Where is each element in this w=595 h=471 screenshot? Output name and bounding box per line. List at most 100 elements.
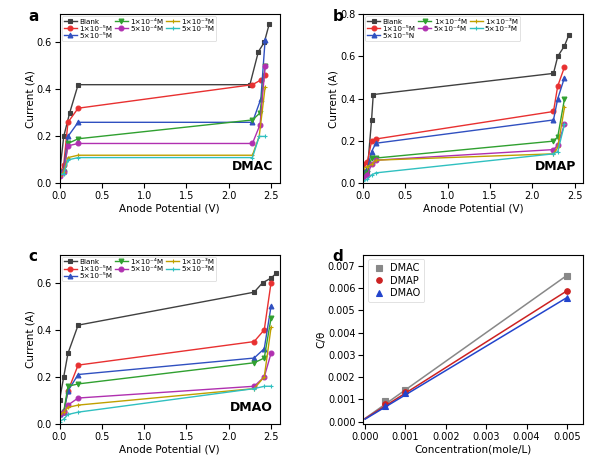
Legend: Blank, 1×10⁻⁵M, 5×10⁻⁵M, 1×10⁻⁴M, 5×10⁻⁴M, 1×10⁻³M, 5×10⁻³M: Blank, 1×10⁻⁵M, 5×10⁻⁵M, 1×10⁻⁴M, 5×10⁻⁴…: [62, 16, 217, 41]
5×10⁻⁴M: [372, 157, 380, 163]
5×10⁻³M: [261, 383, 268, 389]
Blank: [273, 270, 280, 276]
Line: 5×10⁻³M: 5×10⁻³M: [361, 122, 567, 184]
1×10⁻³M: [256, 134, 263, 139]
X-axis label: Anode Potential (V): Anode Potential (V): [423, 204, 524, 214]
Blank: [255, 49, 262, 55]
DMAC: [382, 398, 389, 403]
Line: Blank: Blank: [361, 33, 571, 175]
DMAO: [382, 403, 389, 408]
1×10⁻⁴M: [554, 134, 561, 140]
1×10⁻⁵M: [262, 73, 269, 78]
Line: 1×10⁻⁴M: 1×10⁻⁴M: [57, 316, 274, 417]
5×10⁻⁴M: [250, 383, 258, 389]
1×10⁻⁴M: [56, 174, 63, 179]
5×10⁻³M: [74, 409, 82, 415]
1×10⁻⁴M: [372, 155, 380, 161]
Blank: [565, 32, 572, 38]
Line: 5×10⁻³M: 5×10⁻³M: [57, 134, 268, 177]
1×10⁻⁴M: [60, 409, 67, 415]
Line: 1×10⁻⁵M: 1×10⁻⁵M: [361, 65, 567, 167]
1×10⁻⁵M: [56, 171, 63, 177]
5×10⁻⁵M: [268, 303, 275, 309]
5×10⁻³M: [64, 157, 71, 163]
Blank: [60, 374, 67, 380]
5×10⁻⁴M: [56, 174, 63, 179]
1×10⁻⁴M: [256, 110, 264, 116]
Line: 1×10⁻⁵M: 1×10⁻⁵M: [57, 280, 274, 417]
Blank: [250, 289, 258, 295]
5×10⁻⁴M: [64, 143, 71, 149]
Line: DMAO: DMAO: [383, 295, 570, 408]
Blank: [56, 171, 63, 177]
5×10⁻⁵M: [74, 372, 82, 377]
1×10⁻³M: [56, 412, 63, 417]
1×10⁻³M: [249, 153, 256, 158]
5×10⁻⁴M: [256, 122, 264, 128]
1×10⁻³M: [268, 325, 275, 330]
5×10⁻⁵N: [372, 140, 380, 146]
Blank: [369, 92, 377, 97]
5×10⁻³M: [262, 134, 269, 139]
1×10⁻⁴M: [250, 360, 258, 365]
1×10⁻⁵M: [257, 77, 264, 83]
5×10⁻⁴M: [60, 409, 67, 415]
Blank: [561, 43, 568, 49]
5×10⁻³M: [368, 172, 375, 178]
5×10⁻⁵M: [64, 134, 71, 139]
1×10⁻⁵M: [64, 388, 71, 394]
DMAO: [563, 295, 571, 301]
Legend: Blank, 1×10⁻⁵M, 5×10⁻⁵N, 1×10⁻⁴M, 5×10⁻⁴M, 1×10⁻³M, 5×10⁻³M: Blank, 1×10⁻⁵M, 5×10⁻⁵N, 1×10⁻⁴M, 5×10⁻⁴…: [365, 16, 520, 41]
1×10⁻⁴M: [368, 155, 375, 161]
5×10⁻⁴M: [554, 143, 561, 148]
1×10⁻⁴M: [64, 141, 71, 146]
5×10⁻³M: [64, 412, 71, 417]
Blank: [74, 82, 82, 88]
1×10⁻³M: [64, 405, 71, 410]
5×10⁻⁴M: [364, 172, 371, 178]
Line: 5×10⁻⁴M: 5×10⁻⁴M: [361, 122, 567, 179]
DMAP: [563, 289, 571, 294]
5×10⁻⁵M: [74, 120, 82, 125]
5×10⁻⁴M: [56, 412, 63, 417]
DMAP: [402, 389, 409, 394]
5×10⁻⁴M: [359, 174, 367, 180]
5×10⁻⁵M: [262, 37, 269, 43]
Text: a: a: [29, 9, 39, 24]
Y-axis label: Current (A): Current (A): [328, 70, 339, 128]
1×10⁻⁵M: [64, 120, 71, 125]
5×10⁻⁴M: [74, 395, 82, 401]
5×10⁻³M: [359, 179, 367, 184]
Line: 1×10⁻⁵M: 1×10⁻⁵M: [57, 73, 268, 177]
Line: 5×10⁻⁵N: 5×10⁻⁵N: [361, 75, 567, 173]
Y-axis label: Current (A): Current (A): [25, 310, 35, 368]
1×10⁻⁴M: [64, 383, 71, 389]
1×10⁻⁴M: [364, 170, 371, 176]
1×10⁻³M: [372, 157, 380, 163]
1×10⁻⁵M: [268, 280, 275, 285]
1×10⁻⁴M: [60, 169, 67, 175]
Line: DMAP: DMAP: [383, 289, 570, 406]
5×10⁻⁵M: [60, 167, 67, 172]
1×10⁻⁵M: [368, 138, 375, 144]
1×10⁻³M: [250, 386, 258, 391]
Blank: [368, 117, 375, 123]
1×10⁻³M: [60, 169, 67, 175]
Legend: Blank, 1×10⁻⁵M, 5×10⁻⁵M, 1×10⁻⁴M, 5×10⁻⁴M, 1×10⁻³M, 5×10⁻³M: Blank, 1×10⁻⁵M, 5×10⁻⁵M, 1×10⁻⁴M, 5×10⁻⁴…: [62, 257, 217, 281]
Y-axis label: Current (A): Current (A): [25, 70, 35, 128]
5×10⁻⁵M: [257, 96, 264, 102]
5×10⁻⁵M: [250, 355, 258, 361]
5×10⁻³M: [250, 386, 258, 391]
5×10⁻⁴M: [561, 122, 568, 127]
1×10⁻³M: [74, 153, 82, 158]
5×10⁻⁵M: [56, 412, 63, 417]
Blank: [261, 40, 268, 45]
5×10⁻³M: [60, 171, 67, 177]
1×10⁻⁵M: [60, 162, 67, 168]
1×10⁻⁴M: [262, 63, 269, 69]
Blank: [56, 398, 63, 403]
1×10⁻⁴M: [268, 315, 275, 321]
Line: 5×10⁻⁴M: 5×10⁻⁴M: [57, 64, 268, 179]
Blank: [359, 170, 367, 176]
Blank: [550, 71, 557, 76]
